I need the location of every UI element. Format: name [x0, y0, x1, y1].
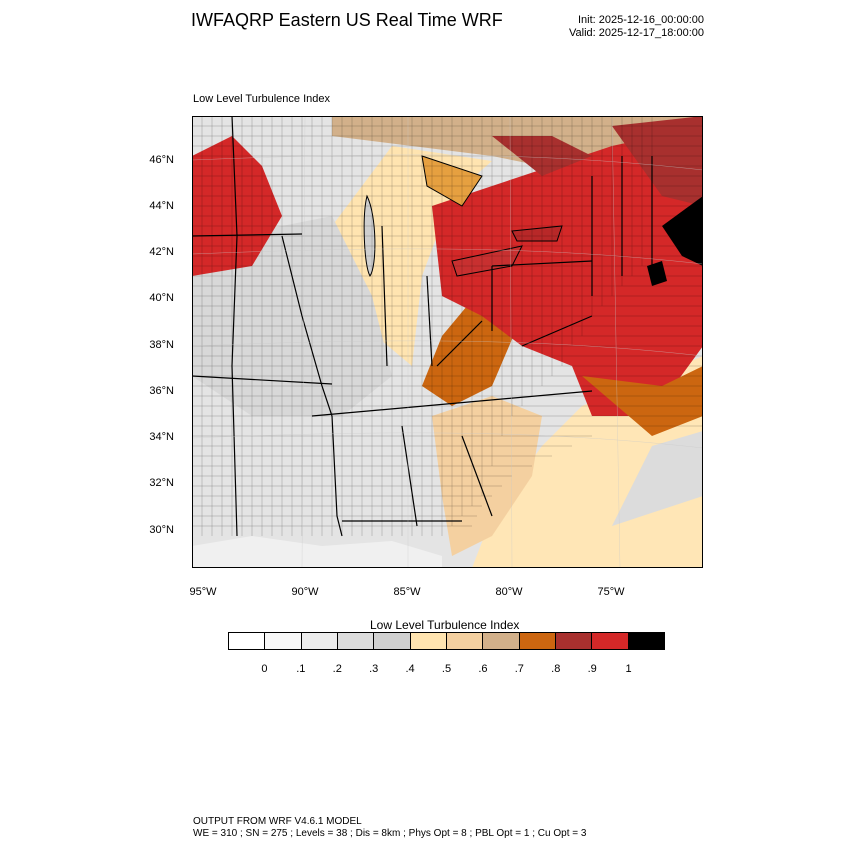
lat-label-46: 46°N — [149, 154, 174, 166]
run-times: Init: 2025-12-16_00:00:00 Valid: 2025-12… — [569, 14, 704, 40]
lon-label-95: 95°W — [189, 586, 217, 598]
colorbar-swatch — [265, 633, 302, 649]
lat-label-36: 36°N — [149, 385, 174, 397]
colorbar-tick-label: .1 — [296, 663, 306, 675]
colorbar-swatch — [410, 633, 447, 649]
colorbar-tick-label: .8 — [551, 663, 561, 675]
county-grid — [192, 116, 703, 536]
colorbar-swatch — [592, 633, 629, 649]
colorbar-swatch — [628, 633, 664, 649]
field-name: Low Level Turbulence Index — [193, 93, 330, 105]
colorbar-tick-label: .6 — [478, 663, 488, 675]
lon-label-80: 80°W — [495, 586, 523, 598]
colorbar-tick-label: .4 — [405, 663, 415, 675]
colorbar-swatch — [374, 633, 411, 649]
colorbar-swatch — [483, 633, 520, 649]
colorbar-swatch — [519, 633, 556, 649]
lat-label-40: 40°N — [149, 292, 174, 304]
lon-label-75: 75°W — [597, 586, 625, 598]
valid-time: Valid: 2025-12-17_18:00:00 — [569, 27, 704, 39]
map-canvas — [192, 116, 703, 568]
model-info: OUTPUT FROM WRF V4.6.1 MODEL — [193, 816, 362, 827]
colorbar-title: Low Level Turbulence Index — [370, 618, 520, 632]
colorbar-tick-label: 1 — [625, 663, 632, 675]
state-boundaries — [192, 116, 703, 537]
colorbar-swatch — [229, 633, 266, 649]
lat-label-42: 42°N — [149, 246, 174, 258]
lat-label-34: 34°N — [149, 431, 174, 443]
lat-label-44: 44°N — [149, 200, 174, 212]
colorbar-tick-label: .5 — [441, 663, 452, 675]
lat-label-32: 32°N — [149, 477, 174, 489]
colorbar-swatch — [337, 633, 375, 649]
map-title: IWFAQRP Eastern US Real Time WRF — [191, 10, 503, 30]
colorbar-tick-label: .3 — [369, 663, 379, 675]
colorbar — [228, 632, 665, 650]
lat-label-30: 30°N — [149, 524, 174, 536]
colorbar-tick-label: 0 — [261, 663, 268, 675]
colorbar-swatch — [446, 633, 484, 649]
lon-label-90: 90°W — [291, 586, 319, 598]
init-time: Init: 2025-12-16_00:00:00 — [578, 14, 704, 26]
colorbar-swatch — [301, 633, 338, 649]
graticule — [192, 116, 703, 568]
colorbar-tick-label: .7 — [514, 663, 524, 675]
colorbar-tick-label: .2 — [332, 663, 342, 675]
lon-label-85: 85°W — [393, 586, 421, 598]
colorbar-tick-label: .9 — [587, 663, 597, 675]
colorbar-swatch — [555, 633, 593, 649]
turbulence-map — [192, 116, 703, 568]
model-config: WE = 310 ; SN = 275 ; Levels = 38 ; Dis … — [193, 828, 587, 839]
lat-label-38: 38°N — [149, 339, 174, 351]
map-border — [192, 116, 703, 568]
